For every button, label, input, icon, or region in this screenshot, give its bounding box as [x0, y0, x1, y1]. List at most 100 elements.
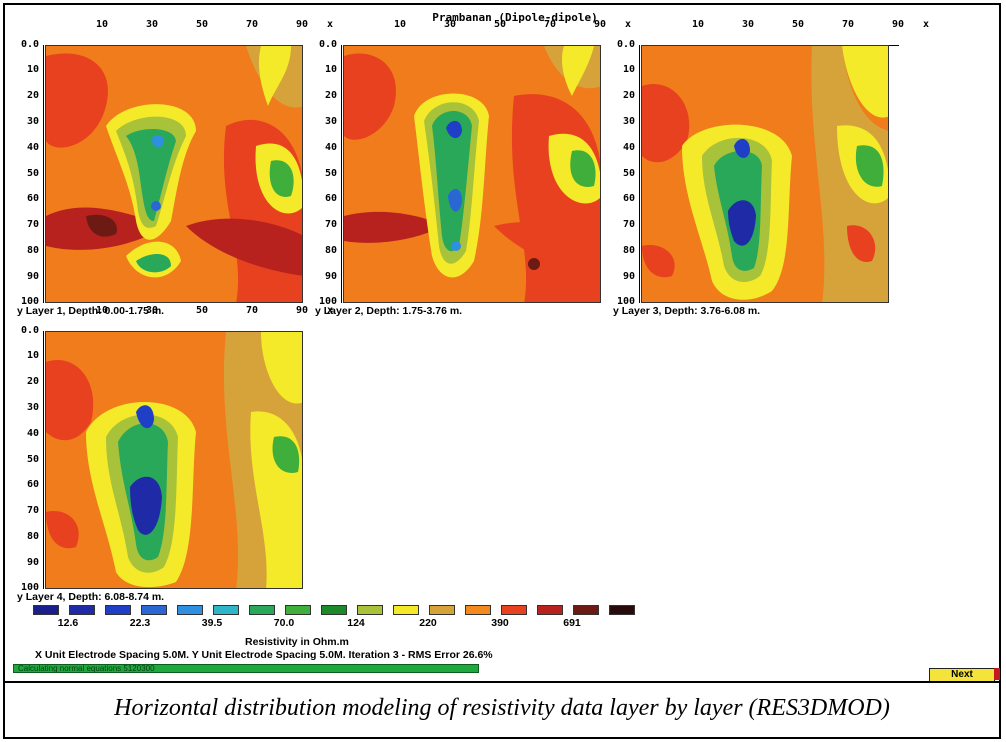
y-tick: 40: [26, 428, 39, 439]
progress-status-bar: Calculating normal equations 5120300: [13, 664, 479, 673]
y-tick: 60: [26, 479, 39, 490]
legend-swatch: [573, 605, 599, 615]
y-axis-letter: y: [17, 305, 23, 317]
y-axis-line: [341, 45, 344, 303]
y-tick: 70: [26, 219, 39, 230]
x-tick: 70: [245, 19, 259, 30]
y-tick: 0.0: [20, 325, 39, 336]
y-tick: 20: [622, 90, 635, 101]
x-axis-letter: x: [625, 19, 632, 30]
y-tick: 0.0: [20, 39, 39, 50]
y-axis-line: [43, 331, 46, 589]
x-tick: 50: [195, 305, 209, 316]
y-tick: 40: [324, 142, 337, 153]
legend-swatch: [393, 605, 419, 615]
x-axis-letter: x: [327, 19, 334, 30]
legend-swatch: [213, 605, 239, 615]
contour-graphic: [642, 46, 888, 302]
y-tick: 90: [622, 271, 635, 282]
legend-swatch: [285, 605, 311, 615]
y-tick: 100: [20, 296, 39, 307]
layer-caption-text: Layer 1, Depth: 0.00-1.75 m.: [25, 305, 165, 317]
resistivity-contour-map: [343, 45, 601, 303]
x-tick: 90: [295, 305, 309, 316]
legend-swatch: [609, 605, 635, 615]
layer-caption-text: Layer 2, Depth: 1.75-3.76 m.: [323, 305, 463, 317]
layer-caption-text: Layer 3, Depth: 3.76-6.08 m.: [621, 305, 761, 317]
layer-caption-text: Layer 4, Depth: 6.08-8.74 m.: [25, 591, 165, 603]
x-tick: 10: [95, 19, 109, 30]
legend-swatch: [321, 605, 347, 615]
window-title: Prambanan (Dipole-dipole): [432, 11, 598, 24]
y-tick: 80: [26, 531, 39, 542]
y-tick: 10: [324, 64, 337, 75]
y-tick: 10: [622, 64, 635, 75]
y-tick: 10: [26, 350, 39, 361]
x-tick: 70: [245, 305, 259, 316]
y-tick: 70: [622, 219, 635, 230]
color-legend: 12.6 22.3 39.5 70.0 124 220 390 691: [33, 605, 653, 629]
y-tick: 50: [622, 168, 635, 179]
y-tick: 0.0: [318, 39, 337, 50]
x-tick: 30: [443, 19, 457, 30]
y-tick: 40: [622, 142, 635, 153]
resistivity-contour-map: [45, 45, 303, 303]
y-tick: 100: [616, 296, 635, 307]
x-tick: 50: [791, 19, 805, 30]
spacing-info: X Unit Electrode Spacing 5.0M. Y Unit El…: [35, 649, 493, 661]
layer-panel-2: 10 30 50 70 90 x 0.0 10 20 30 40 50 60 7…: [303, 17, 633, 317]
legend-swatch: [465, 605, 491, 615]
y-tick: 20: [26, 90, 39, 101]
layer-panel-4: 10 30 50 70 90 x 0.0 10 20 30 40 50 60 7…: [5, 303, 335, 603]
y-axis-letter: y: [315, 305, 321, 317]
x-tick: 70: [841, 19, 855, 30]
y-tick: 100: [318, 296, 337, 307]
y-tick: 100: [20, 582, 39, 593]
x-tick: 10: [393, 19, 407, 30]
legend-label: 22.3: [129, 617, 151, 629]
x-axis-letter: x: [923, 19, 930, 30]
y-tick: 70: [26, 505, 39, 516]
resistivity-contour-map: [45, 331, 303, 589]
y-tick: 80: [324, 245, 337, 256]
y-axis-line: [639, 45, 642, 303]
y-tick: 50: [324, 168, 337, 179]
legend-swatch: [33, 605, 59, 615]
y-tick: 30: [324, 116, 337, 127]
y-tick: 80: [26, 245, 39, 256]
layer-caption: y Layer 3, Depth: 3.76-6.08 m.: [613, 305, 760, 317]
legend-swatch: [69, 605, 95, 615]
legend-swatch: [105, 605, 131, 615]
layer-caption: y Layer 2, Depth: 1.75-3.76 m.: [315, 305, 462, 317]
figure-caption: Horizontal distribution modeling of resi…: [114, 695, 890, 721]
x-axis-letter: x: [327, 305, 334, 316]
layer-caption: y Layer 4, Depth: 6.08-8.74 m.: [17, 591, 164, 603]
legend-label: 220: [419, 617, 437, 629]
y-tick: 90: [26, 557, 39, 568]
legend-swatch: [249, 605, 275, 615]
next-button-edge: [994, 668, 1000, 680]
y-tick: 60: [324, 193, 337, 204]
x-tick: 30: [145, 305, 159, 316]
y-tick: 50: [26, 454, 39, 465]
x-tick: 30: [145, 19, 159, 30]
next-button[interactable]: Next: [929, 668, 995, 682]
legend-label: 124: [347, 617, 365, 629]
contour-graphic: [46, 46, 302, 302]
y-tick: 40: [26, 142, 39, 153]
figure-frame: Prambanan (Dipole-dipole) 10 30 50 70 90…: [3, 3, 1001, 739]
y-axis-letter: y: [613, 305, 619, 317]
x-tick: 90: [593, 19, 607, 30]
legend-swatch: [357, 605, 383, 615]
layer-caption: y Layer 1, Depth: 0.00-1.75 m.: [17, 305, 164, 317]
contour-graphic: [46, 332, 302, 588]
y-tick: 30: [26, 402, 39, 413]
legend-swatch: [141, 605, 167, 615]
x-tick: 10: [95, 305, 109, 316]
y-tick: 70: [324, 219, 337, 230]
y-tick: 90: [324, 271, 337, 282]
legend-swatch: [501, 605, 527, 615]
x-tick: 90: [295, 19, 309, 30]
y-tick: 0.0: [616, 39, 635, 50]
legend-swatch: [177, 605, 203, 615]
